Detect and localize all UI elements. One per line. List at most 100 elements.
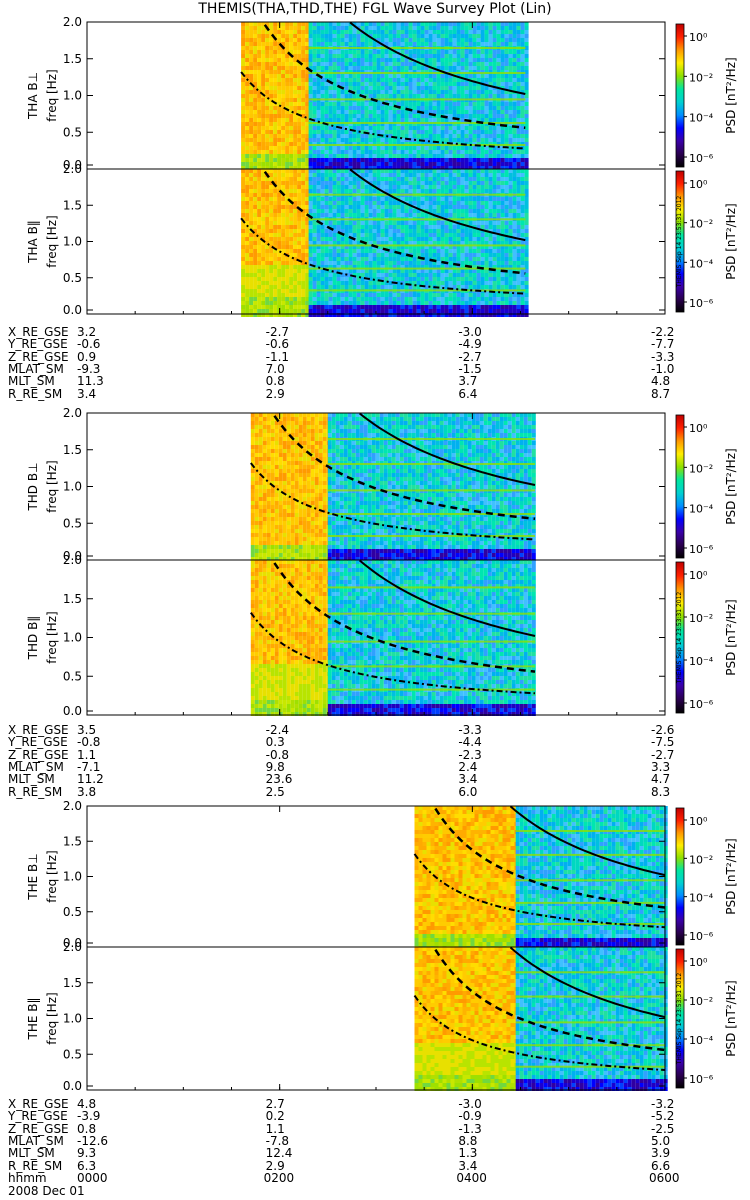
heatmap-cell bbox=[297, 78, 302, 82]
heatmap-cell bbox=[416, 106, 421, 110]
heatmap-cell bbox=[285, 265, 290, 269]
heatmap-cell bbox=[504, 58, 509, 62]
heatmap-cell bbox=[269, 241, 274, 245]
heatmap-cell bbox=[261, 249, 266, 253]
heatmap-cell bbox=[253, 249, 258, 253]
heatmap-cell bbox=[324, 293, 329, 297]
heatmap-cell bbox=[472, 154, 477, 158]
heatmap-cell bbox=[348, 146, 353, 150]
heatmap-cell bbox=[249, 114, 254, 118]
heatmap-cell bbox=[480, 297, 485, 301]
heatmap-cell bbox=[356, 285, 361, 289]
heatmap-cell bbox=[277, 181, 282, 185]
heatmap-cell bbox=[332, 273, 337, 277]
heatmap-cell bbox=[400, 154, 405, 158]
heatmap-cell bbox=[400, 309, 405, 313]
heatmap-cell bbox=[312, 185, 317, 189]
heatmap-cell bbox=[508, 26, 513, 30]
heatmap-cell bbox=[281, 146, 286, 150]
heatmap-cell bbox=[273, 138, 278, 142]
heatmap-cell bbox=[448, 253, 453, 257]
heatmap-cell bbox=[404, 205, 409, 209]
heatmap-cell bbox=[404, 269, 409, 273]
heatmap-cell bbox=[488, 82, 493, 86]
heatmap-cell bbox=[249, 289, 254, 293]
heatmap-cell bbox=[432, 78, 437, 82]
heatmap-cell bbox=[352, 213, 357, 217]
heatmap-cell bbox=[273, 78, 278, 82]
heatmap-cell bbox=[444, 273, 449, 277]
heatmap-cell bbox=[332, 229, 337, 233]
heatmap-cell bbox=[408, 197, 413, 201]
heatmap-cell bbox=[336, 50, 341, 54]
heatmap-cell bbox=[328, 106, 333, 110]
heatmap-cell bbox=[241, 265, 246, 269]
heatmap-cell bbox=[476, 146, 481, 150]
heatmap-cell bbox=[372, 261, 377, 265]
heatmap-cell bbox=[316, 126, 321, 130]
heatmap-cell bbox=[332, 162, 337, 166]
heatmap-cell bbox=[420, 181, 425, 185]
heatmap-cell bbox=[460, 281, 465, 285]
heatmap-cell bbox=[388, 181, 393, 185]
heatmap-cell bbox=[384, 301, 389, 305]
heatmap-cell bbox=[364, 150, 369, 154]
heatmap-cell bbox=[328, 233, 333, 237]
heatmap-cell bbox=[257, 26, 262, 30]
heatmap-cell bbox=[269, 150, 274, 154]
heatmap-cell bbox=[404, 173, 409, 177]
heatmap-cell bbox=[364, 118, 369, 122]
heatmap-cell bbox=[316, 305, 321, 309]
heatmap-cell bbox=[408, 293, 413, 297]
heatmap-cell bbox=[297, 166, 302, 170]
heatmap-cell bbox=[504, 42, 509, 46]
heatmap-cell bbox=[416, 169, 421, 173]
heatmap-cell bbox=[500, 74, 505, 78]
heatmap-cell bbox=[316, 301, 321, 305]
heatmap-cell bbox=[428, 94, 433, 98]
heatmap-cell bbox=[400, 205, 405, 209]
heatmap-cell bbox=[412, 313, 417, 317]
heatmap-cell bbox=[241, 142, 246, 146]
heatmap-cell bbox=[396, 241, 401, 245]
colorbar bbox=[675, 23, 685, 168]
heatmap-cell bbox=[344, 54, 349, 58]
heatmap-cell bbox=[440, 181, 445, 185]
heatmap-cell bbox=[277, 110, 282, 114]
heatmap-cell bbox=[328, 209, 333, 213]
heatmap-cell bbox=[448, 213, 453, 217]
heatmap-cell bbox=[416, 269, 421, 273]
heatmap-cell bbox=[468, 94, 473, 98]
heatmap-cell bbox=[352, 209, 357, 213]
heatmap-cell bbox=[364, 114, 369, 118]
heatmap-cell bbox=[336, 261, 341, 265]
heatmap-cell bbox=[308, 281, 313, 285]
heatmap-cell bbox=[404, 82, 409, 86]
heatmap-cell bbox=[484, 30, 489, 34]
heatmap-cell bbox=[440, 166, 445, 170]
heatmap-cell bbox=[460, 50, 465, 54]
heatmap-cell bbox=[380, 185, 385, 189]
heatmap-cell bbox=[384, 146, 389, 150]
heatmap-cell bbox=[376, 78, 381, 82]
heatmap-cell bbox=[520, 62, 525, 66]
heatmap-cell bbox=[476, 110, 481, 114]
heatmap-cell bbox=[376, 241, 381, 245]
heatmap-cell bbox=[468, 197, 473, 201]
heatmap-cell bbox=[340, 245, 345, 249]
heatmap-cell bbox=[249, 126, 254, 130]
heatmap-cell bbox=[408, 50, 413, 54]
heatmap-cell bbox=[368, 82, 373, 86]
heatmap-cell bbox=[456, 269, 461, 273]
heatmap-cell bbox=[368, 257, 373, 261]
heatmap-cell bbox=[332, 86, 337, 90]
heatmap-cell bbox=[257, 54, 262, 58]
heatmap-cell bbox=[320, 42, 325, 46]
heatmap-cell bbox=[297, 126, 302, 130]
heatmap-cell bbox=[468, 181, 473, 185]
heatmap-cell bbox=[269, 229, 274, 233]
heatmap-cell bbox=[444, 26, 449, 30]
heatmap-cell bbox=[396, 297, 401, 301]
heatmap-cell bbox=[484, 177, 489, 181]
heatmap-cell bbox=[265, 265, 270, 269]
